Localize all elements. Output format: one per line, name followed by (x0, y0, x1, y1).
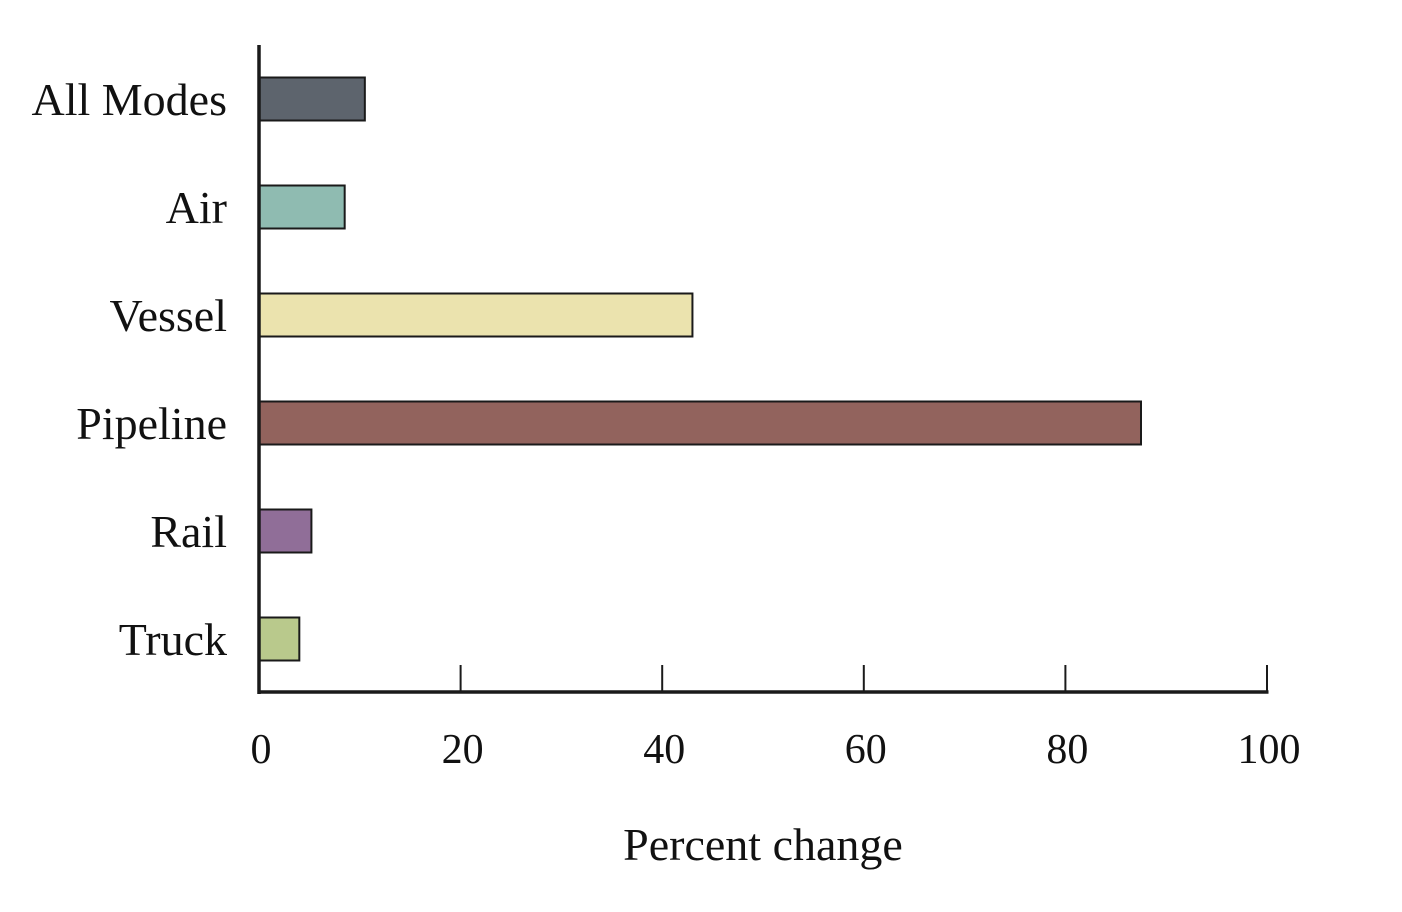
x-tick-label-80: 80 (1046, 727, 1088, 773)
bars-layer (258, 76, 1142, 662)
bar-rail (258, 508, 313, 554)
ticks-layer: 0 20 40 60 80 100 (251, 665, 1301, 773)
x-tick-label-20: 20 (442, 727, 484, 773)
bar-truck (258, 616, 301, 662)
x-tick-label-100: 100 (1238, 727, 1301, 773)
x-tick-label-0: 0 (251, 727, 272, 773)
category-label-vessel: Vessel (109, 290, 227, 341)
bar-pipeline (258, 400, 1142, 446)
x-tick-label-60: 60 (845, 727, 887, 773)
category-label-rail: Rail (150, 506, 227, 557)
category-label-air: Air (166, 182, 227, 233)
category-labels: All Modes Air Vessel Pipeline Rail Truck (32, 74, 228, 665)
category-label-pipeline: Pipeline (76, 398, 227, 449)
x-axis-title: Percent change (623, 819, 903, 870)
category-label-all-modes: All Modes (32, 74, 228, 125)
category-label-truck: Truck (119, 614, 227, 665)
axes-layer (257, 45, 1269, 694)
bar-air (258, 184, 346, 230)
x-tick-label-40: 40 (643, 727, 685, 773)
bar-vessel (258, 292, 694, 338)
bar-all-modes (258, 76, 366, 122)
